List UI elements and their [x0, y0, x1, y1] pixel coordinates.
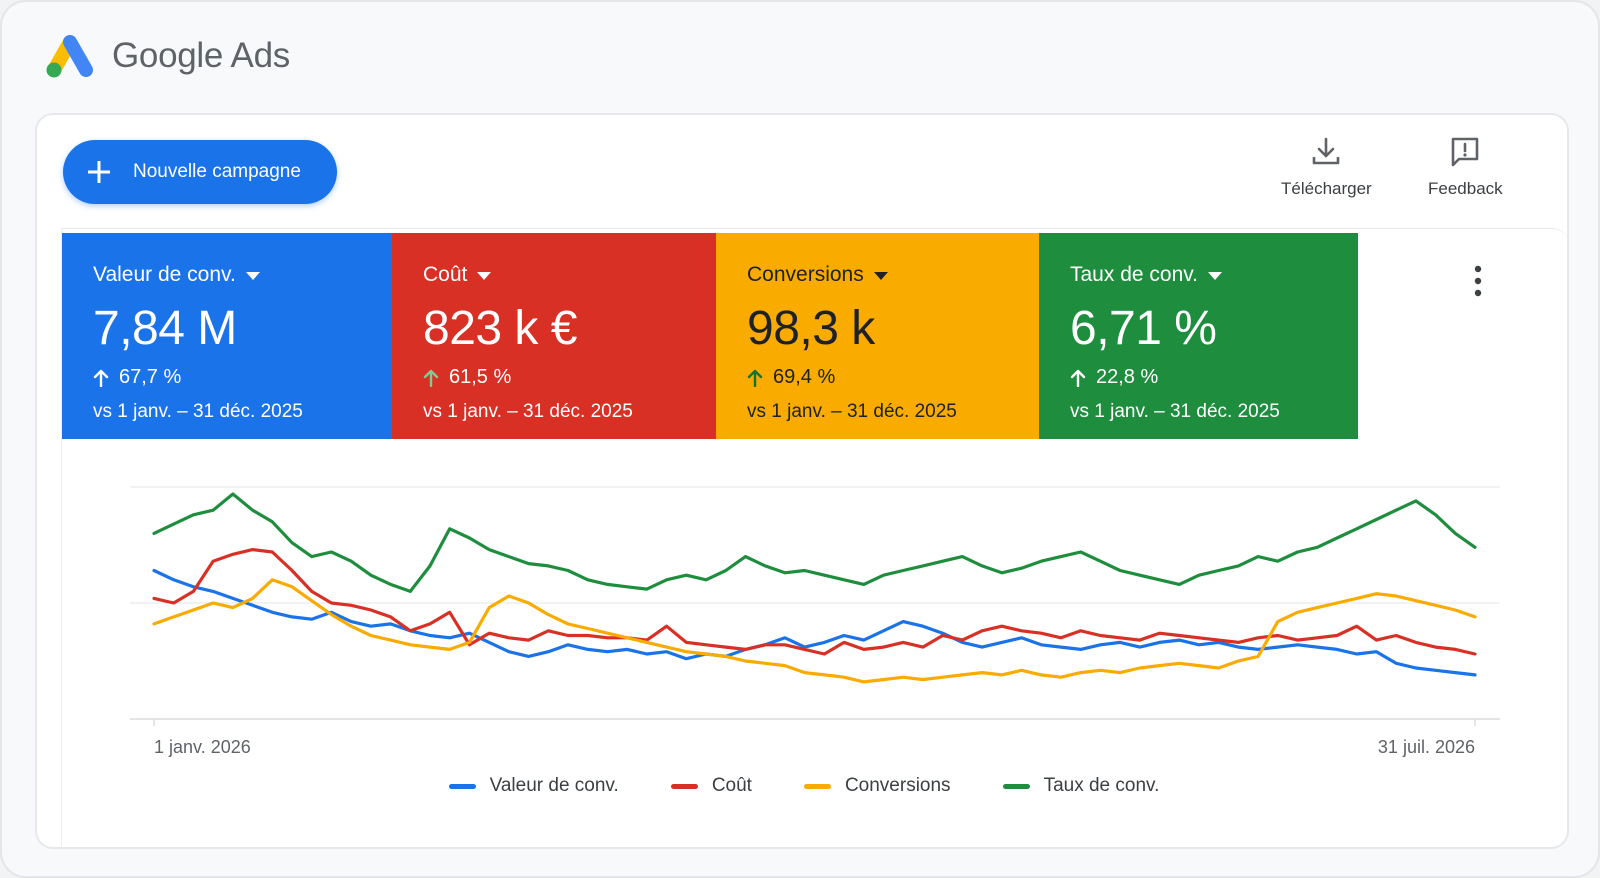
brand: Google Ads [40, 28, 290, 84]
arrow-up-icon [423, 369, 439, 387]
feedback-label: Feedback [1428, 179, 1503, 198]
metric-compare: vs 1 janv. – 31 déc. 2025 [93, 401, 303, 422]
metric-value: 7,84 M [93, 302, 237, 355]
metric-compare: vs 1 janv. – 31 déc. 2025 [1070, 401, 1280, 422]
metric-tile-conversions[interactable]: Conversions 98,3 k 69,4 % vs 1 janv. – 3… [716, 233, 1039, 439]
legend-swatch [448, 783, 476, 789]
legend-item-cost[interactable]: Coût [670, 775, 752, 797]
chart-panel [61, 228, 1570, 848]
metric-value: 6,71 % [1070, 302, 1217, 355]
metric-compare: vs 1 janv. – 31 déc. 2025 [423, 401, 633, 422]
metric-name: Taux de conv. [1070, 263, 1358, 287]
caret-down-icon [245, 272, 260, 280]
metric-value: 823 k € [423, 302, 577, 355]
feedback-button[interactable]: Feedback [1428, 135, 1503, 199]
legend-swatch [803, 783, 831, 789]
caret-down-icon [1208, 272, 1223, 280]
arrow-up-icon [747, 369, 763, 387]
metric-tile-cost[interactable]: Coût 823 k € 61,5 % vs 1 janv. – 31 déc.… [392, 233, 716, 439]
metric-delta: 22,8 % [1070, 366, 1358, 389]
legend-item-conversions[interactable]: Conversions [803, 775, 951, 797]
metric-name: Valeur de conv. [93, 263, 392, 287]
feedback-icon [1452, 137, 1479, 167]
google-ads-logo-icon [46, 35, 93, 78]
metric-compare: vs 1 janv. – 31 déc. 2025 [747, 401, 957, 422]
legend-item-conv-value[interactable]: Valeur de conv. [448, 775, 619, 797]
arrow-up-icon [1070, 369, 1086, 387]
legend-swatch [670, 783, 698, 789]
new-campaign-label: Nouvelle campagne [133, 161, 301, 182]
download-icon [1313, 137, 1340, 165]
plus-icon [88, 161, 110, 183]
new-campaign-button[interactable]: Nouvelle campagne [63, 140, 337, 204]
legend-item-conv-rate[interactable]: Taux de conv. [1002, 775, 1159, 797]
metric-tile-conv-rate[interactable]: Taux de conv. 6,71 % 22,8 % vs 1 janv. –… [1039, 233, 1358, 439]
metric-name: Coût [423, 263, 716, 287]
download-button[interactable]: Télécharger [1281, 135, 1372, 199]
caret-down-icon [873, 272, 888, 280]
arrow-up-icon [93, 369, 109, 387]
metric-name: Conversions [747, 263, 1039, 287]
download-label: Télécharger [1281, 179, 1372, 198]
metric-delta: 67,7 % [93, 366, 392, 389]
app-name: Google Ads [112, 36, 290, 75]
metric-tile-conv-value[interactable]: Valeur de conv. 7,84 M 67,7 % vs 1 janv.… [62, 233, 392, 439]
legend-swatch [1002, 783, 1030, 789]
caret-down-icon [477, 272, 492, 280]
chart-legend: Valeur de conv. Coût Conversions Taux de… [37, 775, 1571, 797]
more-options-button[interactable] [1464, 261, 1492, 301]
metric-delta: 69,4 % [747, 366, 1039, 389]
overview-card: Nouvelle campagne Télécharger Feedback V… [35, 113, 1571, 849]
metric-delta: 61,5 % [423, 366, 716, 389]
more-vert-icon [1474, 265, 1482, 297]
metric-value: 98,3 k [747, 302, 875, 355]
